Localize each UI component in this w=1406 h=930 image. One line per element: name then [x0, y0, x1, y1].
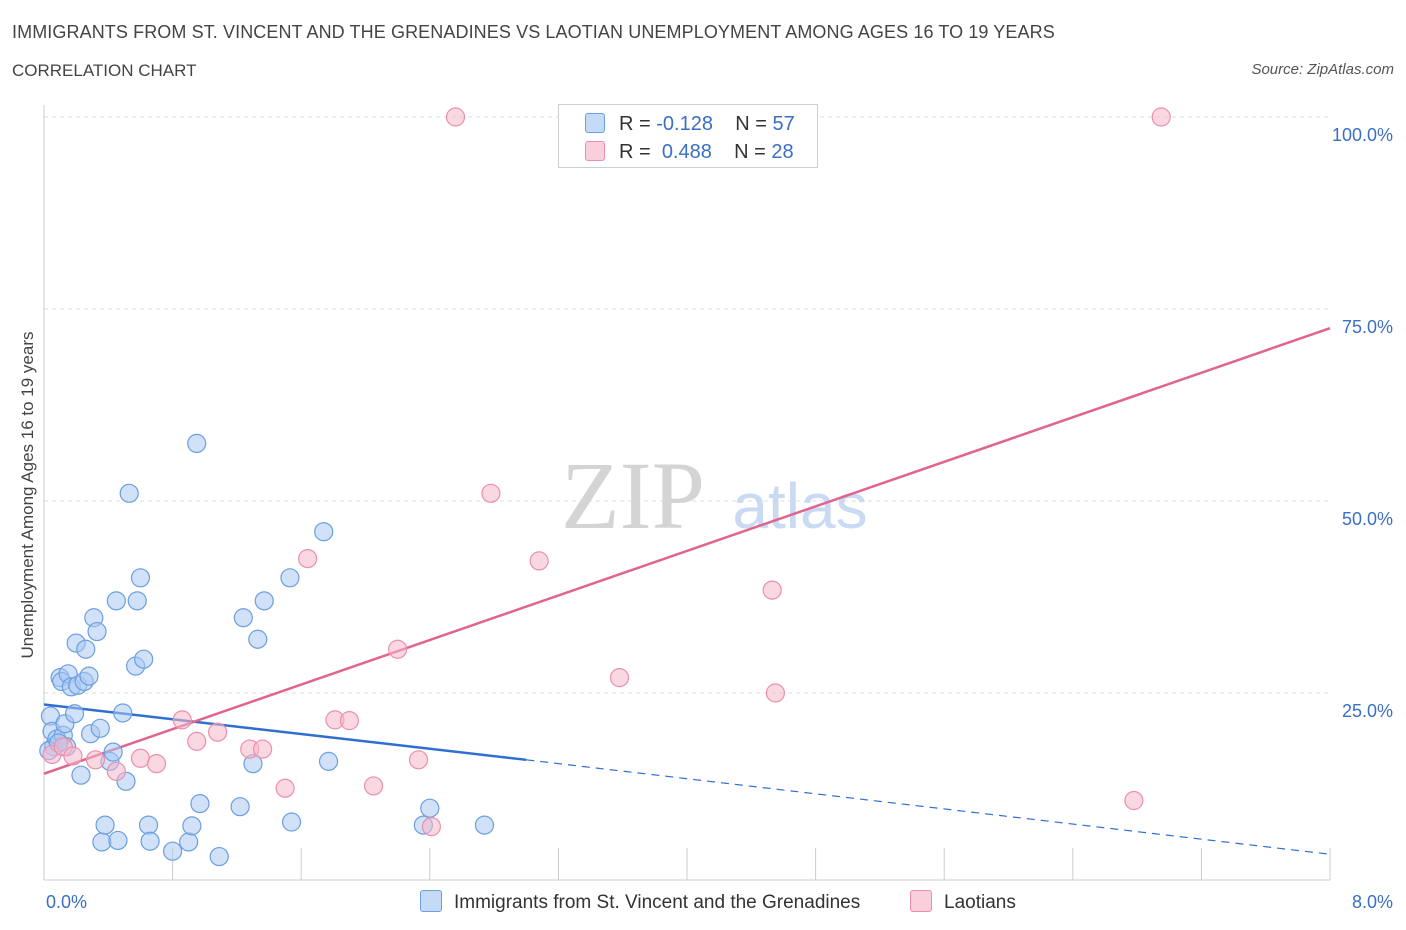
point-pink — [765, 683, 786, 703]
y-tick-label: 75.0% — [1342, 317, 1393, 337]
watermark-zip: ZIP — [561, 442, 705, 549]
legend-row-pink: R = 0.488 N = 28 — [585, 141, 794, 163]
point-pink — [208, 722, 228, 742]
trend-line-pink — [43, 327, 1331, 775]
point-blue — [248, 629, 268, 649]
point-blue — [230, 797, 250, 817]
point-blue — [314, 522, 334, 542]
point-pink — [481, 483, 501, 503]
point-pink — [339, 711, 360, 731]
point-pink — [172, 710, 192, 730]
point-blue — [254, 591, 274, 611]
grid-lines — [44, 116, 1330, 694]
point-blue — [113, 703, 133, 723]
point-pink — [187, 731, 207, 751]
series-swatch-pink — [910, 890, 932, 912]
point-blue — [179, 832, 199, 852]
stats-legend: R = -0.128 N = 57 R = 0.488 N = 28 — [558, 104, 818, 168]
legend-r-label: R = — [619, 141, 651, 163]
point-blue — [130, 568, 151, 588]
watermark-atlas: atlas — [732, 470, 867, 542]
point-pink — [106, 761, 126, 781]
point-pink — [408, 750, 429, 770]
point-pink — [445, 107, 466, 127]
point-blue — [92, 832, 112, 852]
point-blue — [163, 841, 183, 861]
point-pink — [609, 668, 630, 688]
legend-r-value: 0.488 — [661, 141, 712, 163]
series-name-pink: Laotians — [944, 892, 1016, 913]
legend-row-blue: R = -0.128 N = 57 — [585, 113, 795, 135]
trend-line-blue-extension — [526, 759, 1331, 855]
series-swatch-blue — [420, 890, 442, 912]
point-blue — [134, 649, 154, 669]
point-blue — [87, 621, 107, 642]
point-blue — [233, 608, 253, 628]
point-pink — [529, 551, 549, 571]
source-credit: Source: ZipAtlas.com — [1251, 61, 1394, 78]
point-blue — [140, 831, 160, 851]
point-pink — [146, 754, 167, 774]
legend-swatch-blue — [585, 113, 605, 133]
point-blue — [127, 591, 147, 611]
point-pink — [1151, 107, 1171, 127]
point-blue — [103, 742, 123, 762]
point-pink — [363, 776, 384, 796]
point-blue — [76, 639, 96, 659]
point-pink — [130, 748, 151, 768]
point-blue — [95, 815, 115, 835]
watermark: ZIP atlas — [561, 442, 868, 549]
series-legend-pink: Laotians — [910, 890, 1016, 914]
point-pink — [63, 746, 83, 766]
point-blue — [182, 816, 202, 836]
point-pink — [421, 817, 442, 837]
legend-n-value: 28 — [771, 141, 794, 163]
y-tick-label: 100.0% — [1332, 125, 1393, 145]
y-tick-label: 25.0% — [1342, 701, 1393, 721]
legend-r-value: -0.128 — [656, 113, 713, 135]
point-pink — [762, 580, 782, 600]
series-legend-blue: Immigrants from St. Vincent and the Gren… — [420, 890, 860, 914]
tick-labels: 100.0% 75.0% 50.0% 25.0% 0.0% 8.0% — [46, 125, 1393, 912]
chart-title: IMMIGRANTS FROM ST. VINCENT AND THE GREN… — [12, 22, 1055, 42]
point-blue — [79, 666, 99, 686]
point-pink — [298, 548, 318, 569]
point-pink — [388, 639, 408, 659]
point-blue — [318, 751, 339, 771]
trend-lines — [43, 327, 1331, 855]
point-blue — [474, 815, 495, 835]
point-blue — [138, 815, 159, 835]
x-tick-label: 0.0% — [46, 892, 87, 912]
data-points — [39, 107, 1171, 867]
point-pink — [1124, 790, 1144, 811]
point-pink — [275, 778, 295, 798]
legend-n-value: 57 — [772, 113, 795, 135]
point-blue — [209, 846, 229, 867]
legend-n-label: N = — [734, 141, 766, 163]
point-blue — [119, 483, 139, 503]
point-blue — [64, 704, 85, 724]
point-blue — [420, 798, 440, 818]
legend-swatch-pink — [585, 141, 605, 161]
series-name-blue: Immigrants from St. Vincent and the Gren… — [454, 892, 861, 913]
point-pink — [85, 750, 106, 770]
legend-r-label: R = — [619, 113, 651, 135]
point-blue — [106, 591, 126, 611]
point-blue — [90, 718, 110, 738]
legend-n-label: N = — [735, 113, 767, 135]
point-blue — [281, 812, 302, 832]
point-blue — [71, 765, 91, 785]
point-pink — [253, 739, 273, 759]
chart-subtitle: CORRELATION CHART — [12, 61, 197, 80]
point-blue — [108, 830, 128, 851]
y-tick-label: 50.0% — [1342, 509, 1393, 529]
point-blue — [280, 568, 300, 588]
x-tick-label: 8.0% — [1352, 892, 1393, 912]
point-blue — [190, 793, 210, 814]
point-blue — [187, 433, 207, 453]
